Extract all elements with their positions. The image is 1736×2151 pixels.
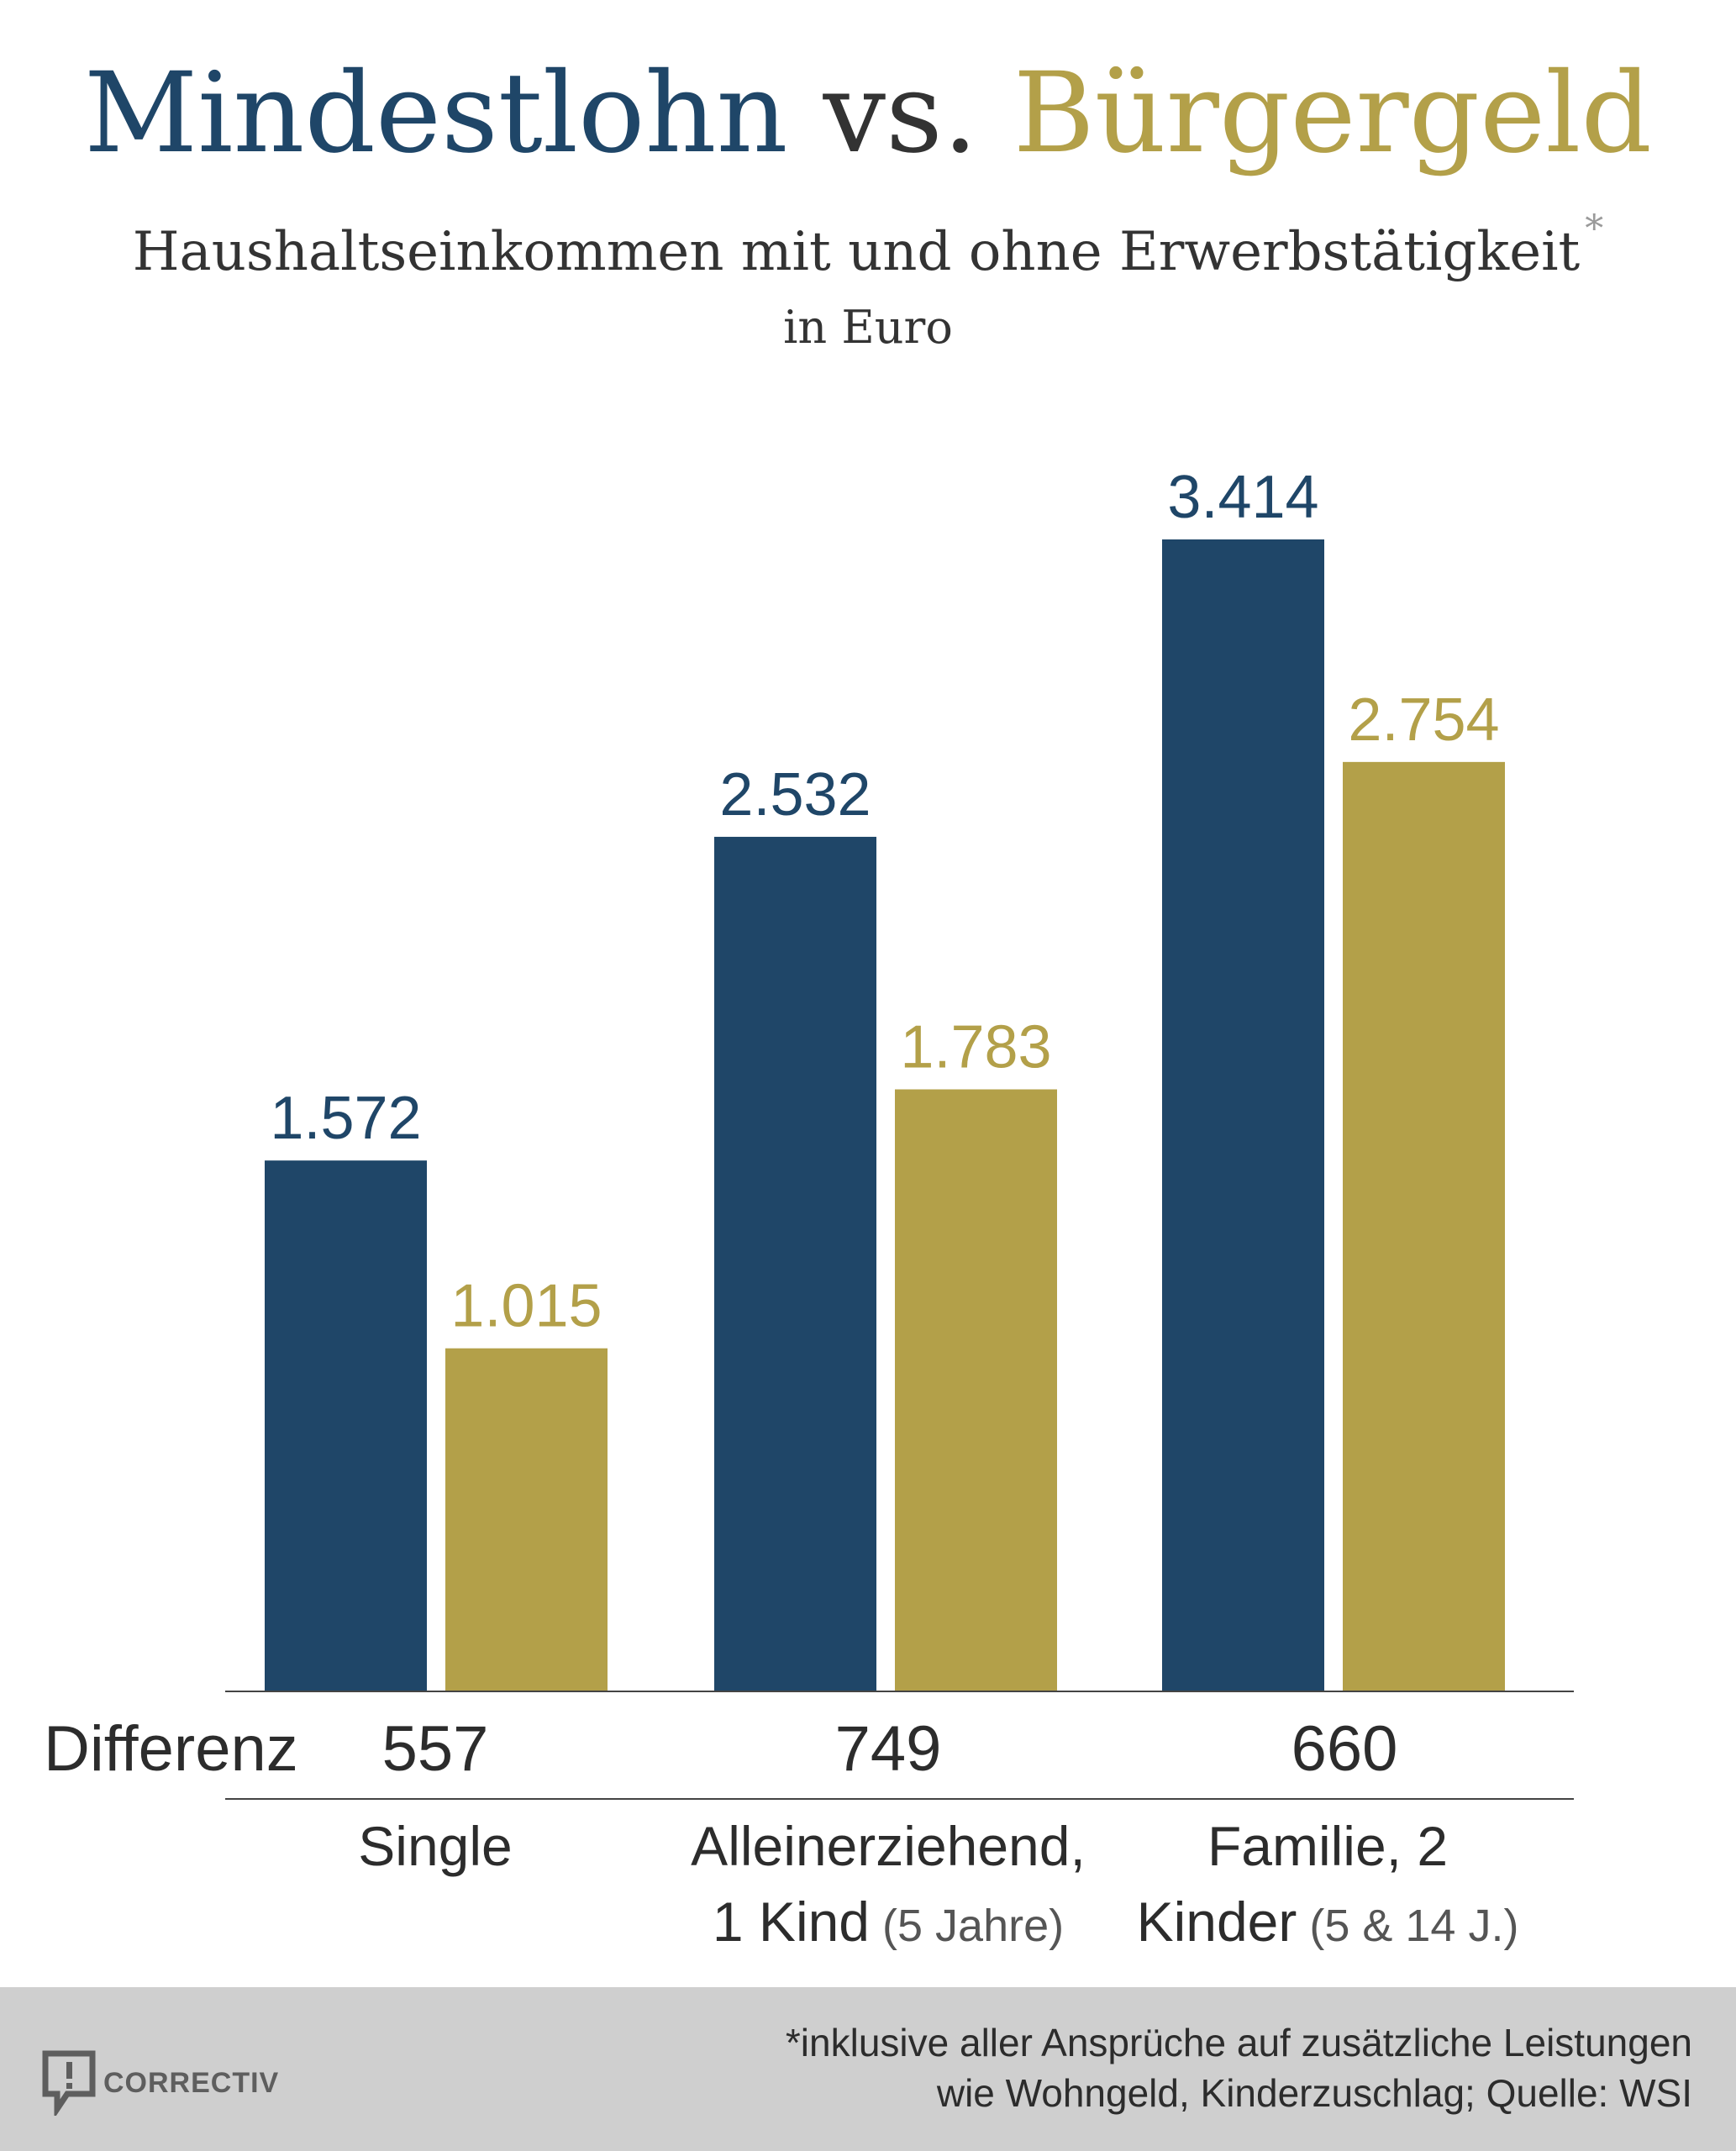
footnote-line-1: *inklusive aller Ansprüche auf zusätzlic… bbox=[785, 2021, 1692, 2064]
bar-buergergeld-single bbox=[445, 1348, 608, 1691]
correctiv-logo-text: CORRECTIV bbox=[103, 2067, 280, 2099]
category-label-familie: Familie, 2 bbox=[1207, 1815, 1448, 1877]
difference-row-label: Differenz bbox=[44, 1713, 298, 1785]
data-label-mindestlohn-alleinerziehend: 2.532 bbox=[719, 761, 871, 828]
bar-chart: 1.572 2.532 3.414 1.015 1.783 2.754 Differenz 5… bbox=[44, 464, 1574, 1953]
footnote-line-2: wie Wohngeld, Kinderzuschlag; Quelle: WS… bbox=[936, 2071, 1692, 2115]
data-label-buergergeld-single: 1.015 bbox=[450, 1273, 602, 1340]
category-label-line2-main: Kinder bbox=[1137, 1891, 1297, 1953]
footnote: *inklusive aller Ansprüche auf zusätzlic… bbox=[786, 2017, 1692, 2118]
speech-bubble-exclamation-icon bbox=[42, 2050, 96, 2116]
title-mindestlohn: Mindestlohn bbox=[84, 49, 788, 178]
title-vs: vs. bbox=[823, 49, 978, 178]
category-label-single: Single bbox=[358, 1815, 512, 1877]
bar-mindestlohn-single bbox=[265, 1160, 427, 1691]
chart-title: Mindestlohn vs. Bürgergeld bbox=[0, 50, 1736, 176]
difference-value-familie: 660 bbox=[1291, 1713, 1398, 1785]
bar-buergergeld-alleinerziehend bbox=[895, 1089, 1057, 1691]
subtitle-text: Haushaltseinkommen mit und ohne Erwerbst… bbox=[132, 221, 1581, 283]
difference-value-single: 557 bbox=[382, 1713, 489, 1785]
category-note: (5 Jahre) bbox=[870, 1901, 1064, 1951]
subtitle-footnote-mark: * bbox=[1585, 208, 1604, 250]
category-label-line2-alleinerziehend: 1 Kind (5 Jahre) bbox=[713, 1891, 1064, 1953]
data-label-buergergeld-familie: 2.754 bbox=[1348, 686, 1499, 754]
category-label-line2-main: 1 Kind bbox=[713, 1891, 870, 1953]
difference-value-alleinerziehend: 749 bbox=[835, 1713, 942, 1785]
bar-buergergeld-familie bbox=[1343, 761, 1505, 1691]
bar-mindestlohn-familie bbox=[1162, 539, 1324, 1691]
data-label-mindestlohn-familie: 3.414 bbox=[1167, 464, 1318, 531]
data-label-mindestlohn-single: 1.572 bbox=[270, 1085, 421, 1152]
bar-mindestlohn-alleinerziehend bbox=[714, 836, 876, 1691]
category-note: (5 & 14 J.) bbox=[1297, 1901, 1518, 1951]
chart-subtitle: Haushaltseinkommen mit und ohne Erwerbst… bbox=[0, 192, 1736, 290]
data-label-buergergeld-alleinerziehend: 1.783 bbox=[900, 1014, 1051, 1081]
category-label-alleinerziehend: Alleinerziehend, bbox=[691, 1815, 1086, 1877]
footer: CORRECTIV *inklusive aller Ansprüche auf… bbox=[0, 1987, 1736, 2151]
category-label-line2-familie: Kinder (5 & 14 J.) bbox=[1137, 1891, 1519, 1953]
title-buergergeld: Bürgergeld bbox=[1013, 49, 1652, 178]
chart-unit: in Euro bbox=[783, 301, 953, 354]
